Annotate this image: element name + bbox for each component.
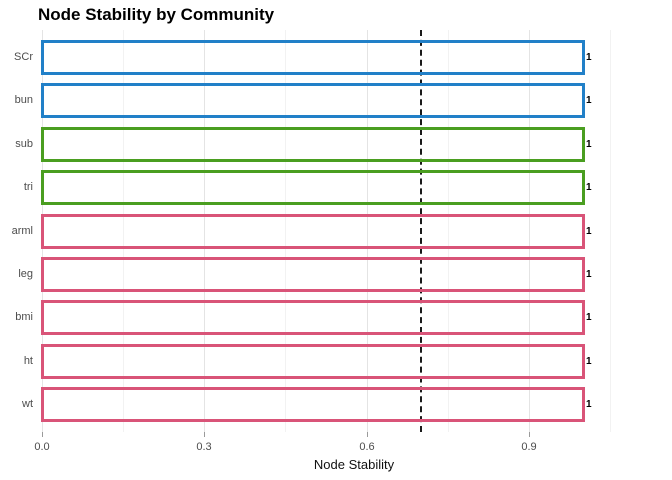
x-tick-label: 0.3 xyxy=(196,441,212,453)
y-axis-label: bun xyxy=(14,94,33,106)
x-axis-title: Node Stability xyxy=(313,457,395,472)
x-tick-mark xyxy=(529,432,530,437)
value-label: 1 xyxy=(586,356,592,367)
y-axis-label: leg xyxy=(18,268,33,280)
y-axis-label: arml xyxy=(11,225,33,237)
y-axis-label: wt xyxy=(22,398,33,410)
x-tick-label: 0.9 xyxy=(521,441,537,453)
bar xyxy=(41,214,585,249)
gridline-minor xyxy=(610,30,611,432)
x-tick-mark xyxy=(204,432,205,437)
value-label: 1 xyxy=(586,312,592,323)
bar xyxy=(41,344,585,379)
value-label: 1 xyxy=(586,95,592,106)
value-label: 1 xyxy=(586,52,592,63)
bar xyxy=(41,127,585,162)
y-axis-label: bmi xyxy=(15,311,33,323)
y-axis-label: SCr xyxy=(14,51,33,63)
gridline-major xyxy=(529,30,530,432)
bar xyxy=(41,170,585,205)
y-axis-label: sub xyxy=(15,138,33,150)
value-label: 1 xyxy=(586,399,592,410)
reference-line xyxy=(420,30,422,432)
chart-title: Node Stability by Community xyxy=(38,5,275,24)
y-axis-label: ht xyxy=(23,355,33,367)
gridline-major xyxy=(367,30,368,432)
bar xyxy=(41,300,585,335)
bar xyxy=(41,40,585,75)
x-tick-label: 0.0 xyxy=(34,441,50,453)
gridline-major xyxy=(204,30,205,432)
gridline-minor xyxy=(448,30,449,432)
x-tick-mark xyxy=(367,432,368,437)
x-tick-mark xyxy=(42,432,43,437)
bar xyxy=(41,387,585,422)
bar xyxy=(41,257,585,292)
bar xyxy=(41,83,585,118)
gridline-minor xyxy=(285,30,286,432)
value-label: 1 xyxy=(586,182,592,193)
value-label: 1 xyxy=(586,269,592,280)
x-tick-label: 0.6 xyxy=(359,441,375,453)
value-label: 1 xyxy=(586,226,592,237)
gridline-minor xyxy=(123,30,124,432)
y-axis-label: tri xyxy=(23,181,33,193)
value-label: 1 xyxy=(586,139,592,150)
